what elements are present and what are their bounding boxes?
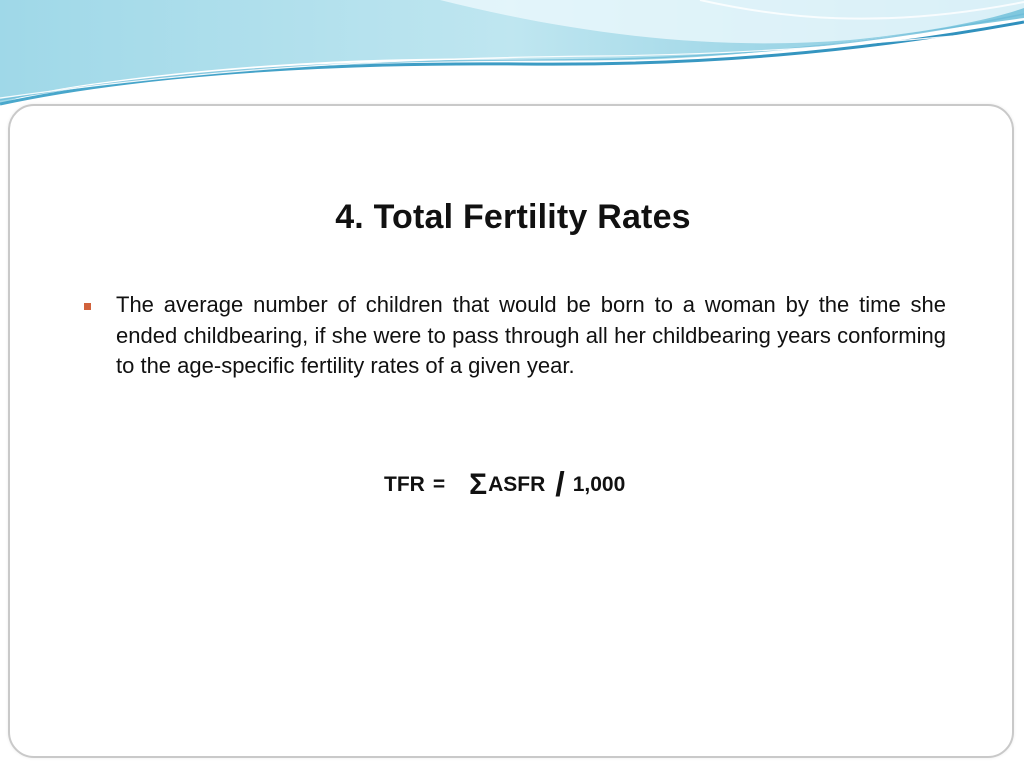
- formula-term: ASFR: [488, 473, 546, 496]
- decorative-wave-banner: [0, 0, 1024, 106]
- definition-text: The average number of children that woul…: [116, 292, 946, 378]
- sigma-symbol: Σ: [469, 468, 488, 501]
- formula-lhs: TFR: [384, 473, 425, 496]
- formula-slash: /: [555, 465, 565, 504]
- square-bullet-icon: [84, 303, 91, 310]
- slide-title: 4. Total Fertility Rates: [335, 198, 691, 236]
- tfr-formula: TFR = Σ ASFR / 1,000: [384, 462, 625, 508]
- content-panel: 4. Total Fertility Rates The average num…: [8, 104, 1014, 758]
- formula-denominator: 1,000: [572, 473, 626, 496]
- formula-equals: =: [432, 473, 446, 496]
